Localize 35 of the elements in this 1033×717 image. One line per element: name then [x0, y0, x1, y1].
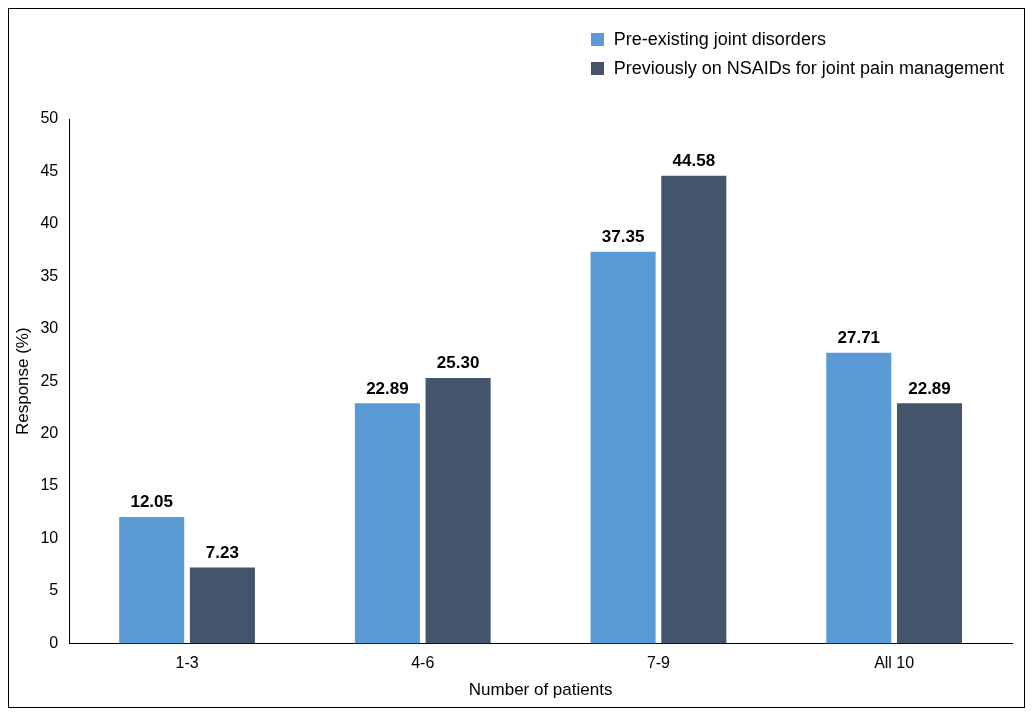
y-tick-label: 5: [49, 581, 59, 599]
legend-label: Pre-existing joint disorders: [613, 29, 826, 50]
x-tick-label: 4-6: [411, 654, 435, 672]
data-label: 7.23: [205, 542, 239, 562]
data-label: 27.71: [837, 327, 881, 347]
y-tick-label: 0: [49, 633, 59, 651]
y-tick-label: 40: [40, 214, 59, 232]
data-label: 44.58: [672, 151, 716, 171]
bar: [826, 352, 892, 644]
x-tick-label: 1-3: [175, 654, 199, 672]
x-axis-title: Number of patients: [468, 680, 613, 700]
bar: [189, 567, 255, 644]
bar: [661, 175, 727, 644]
y-axis-title: Response (%): [12, 327, 32, 436]
x-tick-label: All 10: [874, 654, 915, 672]
bar: [119, 517, 185, 644]
data-label: 25.30: [436, 353, 480, 373]
y-tick-label: 10: [40, 528, 59, 546]
bar: [590, 251, 656, 644]
x-tick-label: 7-9: [646, 654, 671, 672]
y-tick-label: 15: [40, 476, 59, 494]
y-tick-label: 50: [40, 109, 59, 127]
legend-label: Previously on NSAIDs for joint pain management: [613, 58, 1004, 79]
data-label: 22.89: [366, 378, 409, 398]
y-tick-label: 35: [40, 266, 59, 284]
y-tick-label: 30: [40, 319, 59, 337]
data-label: 12.05: [130, 492, 173, 512]
y-tick-label: 45: [40, 161, 59, 179]
data-label: 22.89: [908, 378, 951, 398]
y-tick-label: 20: [40, 424, 59, 442]
y-tick-label: 25: [40, 371, 59, 389]
data-label: 37.35: [601, 226, 645, 246]
bar: [425, 378, 491, 644]
bar: [896, 403, 963, 644]
bar: [354, 403, 420, 644]
